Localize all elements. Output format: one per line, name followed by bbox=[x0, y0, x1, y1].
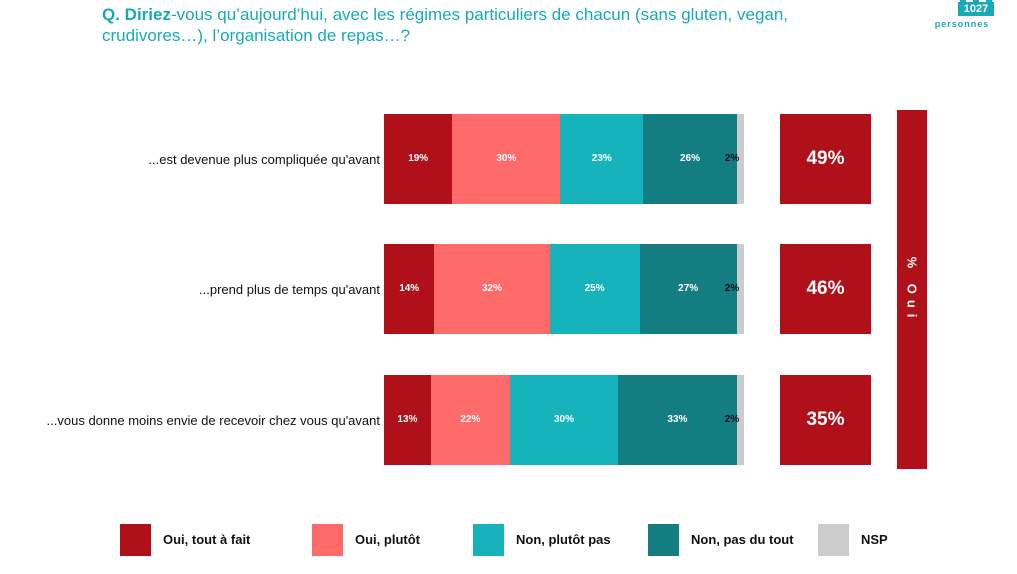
legend-label: Non, pas du tout bbox=[691, 532, 794, 547]
data-label: 13% bbox=[397, 414, 418, 425]
oui-total: 35% bbox=[780, 375, 871, 465]
bar-segment bbox=[618, 375, 737, 465]
question-lead: Q. Diriez bbox=[102, 5, 171, 24]
bar-segment bbox=[736, 244, 744, 334]
data-label: 2% bbox=[724, 414, 740, 425]
bar-segment bbox=[639, 244, 737, 334]
category-label: ...est devenue plus compliquée qu'avant bbox=[148, 152, 380, 167]
legend-swatch bbox=[473, 524, 504, 556]
bar-segment bbox=[643, 114, 737, 204]
category-label: ...prend plus de temps qu'avant bbox=[199, 282, 380, 297]
bar-segment bbox=[434, 244, 550, 334]
legend-swatch bbox=[120, 524, 151, 556]
bar-segment bbox=[510, 375, 618, 465]
oui-total: 49% bbox=[780, 114, 871, 204]
legend-swatch bbox=[648, 524, 679, 556]
data-label: 30% bbox=[496, 153, 517, 164]
data-label: 14% bbox=[399, 283, 420, 294]
legend-label: Non, plutôt pas bbox=[516, 532, 611, 547]
data-label: 30% bbox=[553, 414, 574, 425]
sample-badge: 1027 personnes bbox=[918, 0, 994, 30]
legend-label: Oui, plutôt bbox=[355, 532, 420, 547]
oui-band-label: % Oui bbox=[904, 256, 920, 323]
data-label: 25% bbox=[584, 283, 605, 294]
bar-segment bbox=[384, 375, 431, 465]
bar-segment bbox=[549, 244, 640, 334]
legend-label: NSP bbox=[861, 532, 888, 547]
stacked-bar: 13% 22% 30% 33% 2% bbox=[384, 375, 744, 465]
data-label: 22% bbox=[460, 414, 481, 425]
question-rest: -vous qu’aujourd’hui, avec les régimes p… bbox=[102, 5, 789, 45]
bar-segment bbox=[384, 244, 435, 334]
data-label: 26% bbox=[679, 153, 700, 164]
stacked-bar: 19% 30% 23% 26% 2% bbox=[384, 114, 744, 204]
legend-label: Oui, tout à fait bbox=[163, 532, 251, 547]
bar-segment bbox=[452, 114, 561, 204]
data-label: 19% bbox=[408, 153, 429, 164]
sample-label: personnes bbox=[934, 19, 990, 29]
bar-segment bbox=[430, 375, 510, 465]
category-label: ...vous donne moins envie de recevoir ch… bbox=[46, 413, 380, 428]
data-label: 32% bbox=[481, 283, 502, 294]
legend-swatch bbox=[818, 524, 849, 556]
stacked-bar: 14% 32% 25% 27% 2% bbox=[384, 244, 744, 334]
data-label: 2% bbox=[724, 283, 740, 294]
bar-segment bbox=[736, 375, 744, 465]
bar-segment bbox=[736, 114, 744, 204]
data-label: 27% bbox=[678, 283, 699, 294]
bar-segment bbox=[384, 114, 453, 204]
question-text: Q. Diriez-vous qu’aujourd’hui, avec les … bbox=[102, 4, 892, 46]
data-label: 2% bbox=[724, 153, 740, 164]
oui-band: % Oui bbox=[897, 110, 927, 469]
sample-count: 1027 bbox=[958, 2, 994, 16]
legend-swatch bbox=[312, 524, 343, 556]
data-label: 23% bbox=[591, 153, 612, 164]
bar-segment bbox=[560, 114, 644, 204]
oui-total: 46% bbox=[780, 244, 871, 334]
data-label: 33% bbox=[667, 414, 688, 425]
